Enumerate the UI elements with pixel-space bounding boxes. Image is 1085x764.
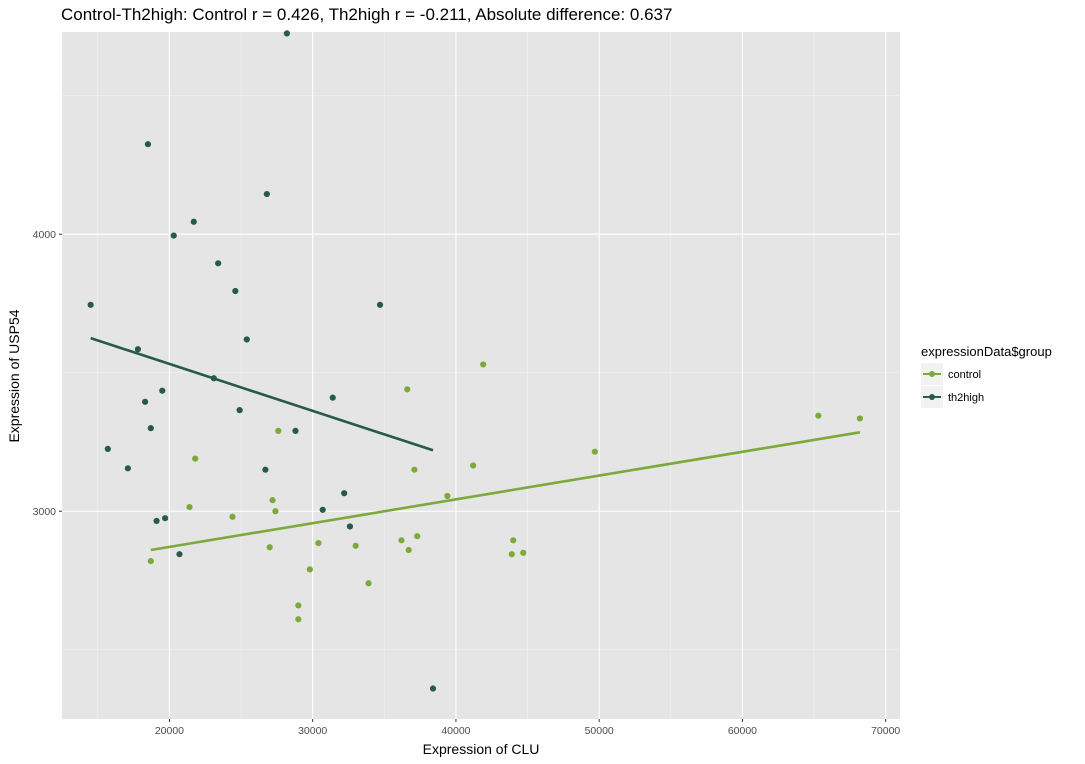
- data-point-th2high: [159, 387, 166, 394]
- data-point-th2high: [170, 232, 177, 239]
- grid-major: [62, 32, 900, 719]
- data-point-control: [856, 415, 863, 422]
- data-point-control: [470, 462, 477, 469]
- data-point-th2high: [134, 346, 142, 353]
- plot-panel: [62, 32, 900, 719]
- x-tick-label: 40000: [441, 725, 470, 737]
- x-tick-label: 20000: [155, 725, 184, 737]
- data-point-th2high: [232, 287, 239, 295]
- data-point-control: [192, 455, 199, 462]
- data-point-th2high: [329, 394, 336, 401]
- data-point-th2high: [144, 141, 152, 148]
- data-point-th2high: [87, 301, 94, 308]
- data-point-th2high: [376, 301, 384, 308]
- data-point-th2high: [190, 218, 197, 225]
- legend-key-point: [929, 371, 935, 377]
- data-point-control: [591, 448, 598, 455]
- data-point-control: [414, 533, 421, 540]
- data-point-control: [405, 546, 412, 554]
- data-point-control: [269, 497, 276, 504]
- data-point-th2high: [262, 466, 269, 473]
- x-tick-label: 70000: [871, 725, 900, 737]
- data-point-control: [520, 549, 527, 556]
- data-point-control: [480, 361, 487, 368]
- x-tick-label: 50000: [585, 725, 614, 737]
- data-point-th2high: [162, 515, 169, 522]
- data-point-control: [186, 503, 193, 511]
- data-point-control: [295, 616, 302, 623]
- x-axis-ticks: 20000 30000 40000 50000 60000 70000: [155, 719, 900, 737]
- legend-key-point: [929, 394, 935, 400]
- data-point-th2high: [346, 523, 354, 530]
- data-points: [87, 30, 863, 692]
- x-axis-title: Expression of CLU: [423, 741, 540, 757]
- data-point-control: [266, 544, 273, 551]
- trend-line-control: [150, 431, 861, 552]
- data-point-control: [147, 558, 154, 565]
- data-point-th2high: [104, 445, 111, 453]
- data-point-control: [352, 542, 359, 549]
- y-tick-label: 4000: [33, 229, 57, 241]
- data-point-th2high: [210, 375, 217, 382]
- data-point-control: [404, 386, 411, 393]
- data-point-th2high: [236, 407, 243, 414]
- data-point-th2high: [319, 506, 326, 513]
- y-axis-title: Expression of USP54: [6, 309, 22, 442]
- data-point-control: [365, 580, 372, 587]
- data-point-control: [508, 551, 515, 558]
- data-point-th2high: [429, 685, 437, 692]
- data-point-th2high: [124, 465, 131, 472]
- data-point-control: [229, 513, 236, 520]
- data-point-th2high: [153, 517, 160, 525]
- data-point-th2high: [147, 425, 154, 432]
- data-point-control: [398, 537, 405, 544]
- data-point-th2high: [215, 260, 222, 267]
- data-point-th2high: [292, 427, 299, 435]
- data-point-control: [295, 602, 302, 609]
- data-point-th2high: [176, 551, 183, 558]
- data-point-control: [306, 566, 313, 573]
- data-point-control: [815, 412, 822, 419]
- trend-lines: [90, 336, 861, 552]
- legend-label-control: control: [948, 369, 981, 381]
- data-point-control: [510, 537, 517, 544]
- y-tick-label: 3000: [33, 506, 57, 518]
- legend: expressionData$group control th2high: [921, 344, 1052, 408]
- data-point-th2high: [243, 336, 250, 343]
- y-axis-ticks: 3000 4000: [33, 229, 62, 518]
- data-point-control: [275, 427, 282, 435]
- data-point-th2high: [341, 490, 348, 497]
- grid-minor: [62, 32, 900, 719]
- data-point-th2high: [141, 398, 149, 405]
- data-point-control: [411, 466, 418, 473]
- data-point-control: [444, 492, 451, 500]
- data-point-th2high: [283, 30, 290, 37]
- x-tick-label: 60000: [728, 725, 757, 737]
- data-point-control: [272, 508, 279, 515]
- legend-title: expressionData$group: [921, 344, 1052, 359]
- x-tick-label: 30000: [298, 725, 327, 737]
- legend-label-th2high: th2high: [948, 392, 984, 404]
- data-point-th2high: [263, 190, 270, 198]
- chart-title: Control-Th2high: Control r = 0.426, Th2h…: [61, 5, 672, 24]
- data-point-control: [315, 539, 322, 547]
- trend-line-th2high: [90, 336, 434, 452]
